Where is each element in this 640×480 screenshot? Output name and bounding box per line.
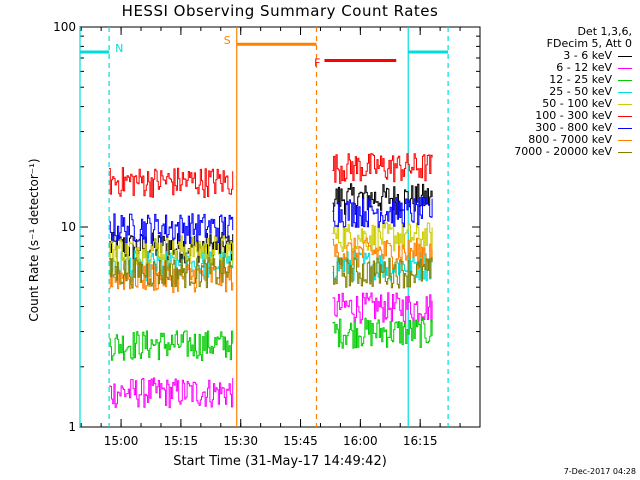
annotation-label-night: N [115, 42, 123, 55]
legend-entry: 800 - 7000 keV [472, 134, 632, 146]
x-tick-label: 16:15 [403, 434, 438, 448]
legend-entry-label: 7000 - 20000 keV [514, 145, 612, 158]
x-tick-label: 15:00 [104, 434, 139, 448]
timestamp-footer: 7-Dec-2017 04:28 [563, 467, 636, 476]
legend-entries: 3 - 6 keV 6 - 12 keV 12 - 25 keV 25 - 50 ke… [472, 50, 632, 158]
legend-entry: 300 - 800 keV [472, 122, 632, 134]
legend-entry-label: 300 - 800 keV [535, 121, 612, 134]
legend-swatch [618, 103, 632, 105]
x-axis-label: Start Time (31-May-17 14:49:42) [173, 454, 387, 469]
y-tick-label: 10 [61, 220, 76, 234]
x-tick-label: 15:15 [164, 434, 199, 448]
series-trace [332, 221, 433, 253]
legend-entry: 6 - 12 keV [472, 62, 632, 74]
legend-entry: 100 - 300 keV [472, 110, 632, 122]
series-trace [109, 234, 234, 266]
series-trace [109, 377, 234, 409]
annotation-label-saa: S [224, 34, 231, 47]
legend-entry-label: 3 - 6 keV [563, 49, 612, 62]
series-trace [332, 257, 433, 289]
legend-entry-label: 50 - 100 keV [542, 97, 612, 110]
legend-header-line-2: FDecim 5, Att 0 [546, 37, 632, 50]
x-tick-label: 15:45 [283, 434, 318, 448]
legend-swatch [618, 79, 632, 81]
legend-swatch [618, 55, 632, 57]
legend-entry: 12 - 25 keV [472, 74, 632, 86]
x-tick-label: 16:00 [343, 434, 378, 448]
series-trace [332, 153, 433, 184]
legend-entry-label: 800 - 7000 keV [528, 133, 612, 146]
legend: Det 1,3,6, FDecim 5, Att 0 3 - 6 keV 6 - … [472, 26, 632, 158]
annotation-label-flare: F [314, 56, 320, 69]
legend-swatch [618, 67, 632, 69]
series-trace [332, 183, 433, 215]
y-tick-label: 100 [53, 20, 76, 34]
legend-entry: 25 - 50 keV [472, 86, 632, 98]
series-trace [332, 292, 433, 324]
legend-swatch [618, 115, 632, 117]
series-trace [109, 257, 234, 289]
series-trace [109, 330, 234, 361]
legend-entry: 3 - 6 keV [472, 50, 632, 62]
series-trace [109, 261, 234, 293]
legend-entry: 7000 - 20000 keV [472, 146, 632, 158]
legend-entry-label: 25 - 50 keV [549, 85, 612, 98]
legend-entry-label: 100 - 300 keV [535, 109, 612, 122]
series-trace [109, 213, 234, 245]
series-trace [109, 167, 234, 198]
legend-swatch [618, 139, 632, 141]
series-trace [332, 196, 433, 228]
series-trace [332, 237, 433, 269]
plot-frame [79, 26, 481, 428]
y-axis-label: Count Rate (s⁻¹ detector⁻¹) [27, 158, 41, 322]
y-tick-label: 1 [68, 420, 76, 434]
legend-swatch [618, 127, 632, 129]
legend-header-line-1: Det 1,3,6, [577, 25, 632, 38]
legend-entry-label: 12 - 25 keV [549, 73, 612, 86]
chart-title: HESSI Observing Summary Count Rates [121, 2, 439, 20]
x-tick-label: 15:30 [223, 434, 258, 448]
legend-swatch [618, 91, 632, 93]
legend-entry: 50 - 100 keV [472, 98, 632, 110]
legend-entry-label: 6 - 12 keV [556, 61, 612, 74]
series-trace [332, 317, 433, 349]
legend-swatch [618, 151, 632, 153]
